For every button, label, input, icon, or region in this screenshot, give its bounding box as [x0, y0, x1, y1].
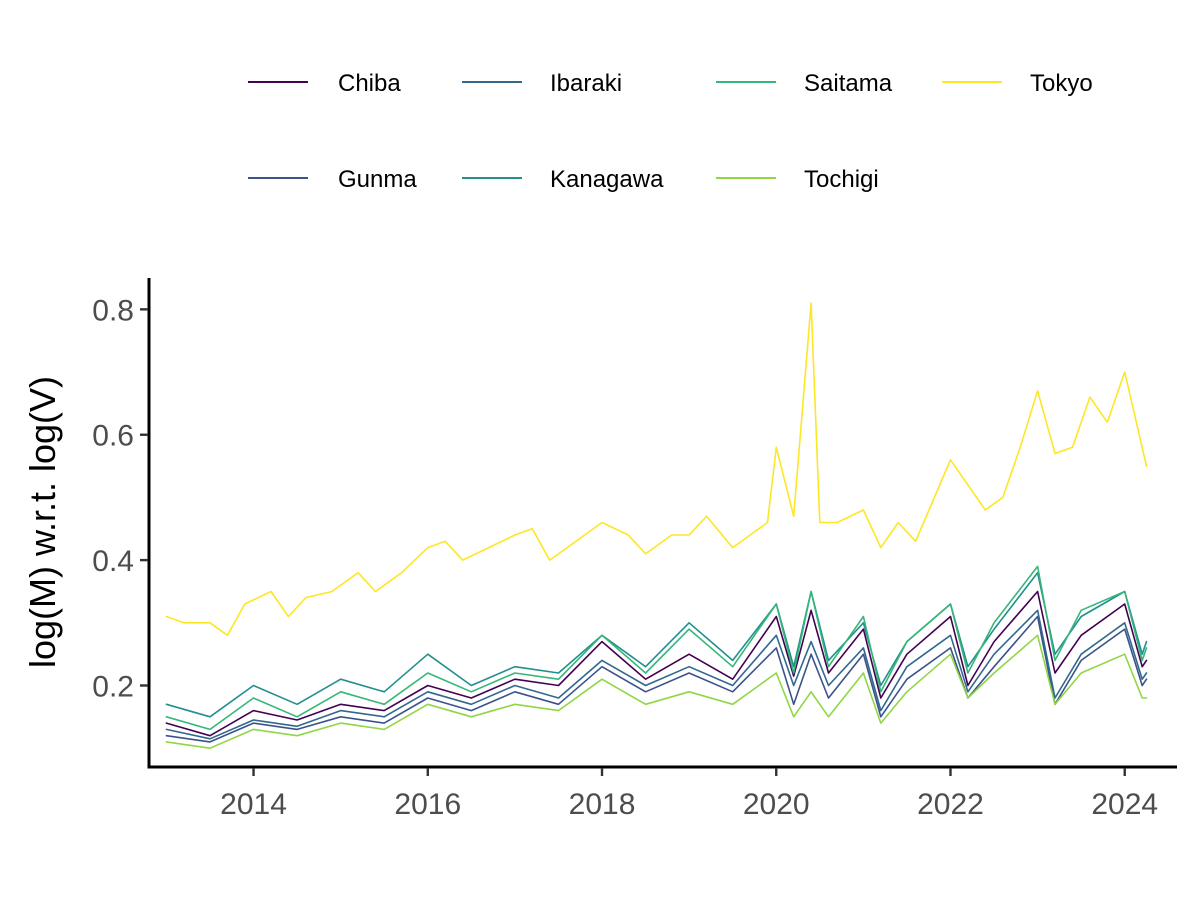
- legend-label-gunma: Gunma: [338, 166, 417, 193]
- x-axis-ticks: 2014 2016 2018 2020 2022 2024: [220, 768, 1158, 821]
- series-line-gunma: [165, 615, 1148, 743]
- legend-label-kanagawa: Kanagawa: [550, 166, 664, 193]
- y-tick-label: 0.6: [92, 420, 134, 453]
- x-tick-label: 2016: [394, 788, 461, 821]
- legend: Chiba Ibaraki Saitama Tokyo Gunma Kanaga…: [248, 70, 1093, 193]
- legend-label-chiba: Chiba: [338, 70, 401, 97]
- legend-label-saitama: Saitama: [804, 70, 893, 97]
- legend-item-tokyo: Tokyo: [942, 70, 1093, 97]
- y-axis-ticks: 0.2 0.4 0.6 0.8: [92, 294, 148, 704]
- plot-area: [165, 302, 1148, 750]
- y-tick-label: 0.8: [92, 294, 134, 327]
- legend-item-saitama: Saitama: [716, 70, 893, 97]
- y-tick-label: 0.4: [92, 545, 134, 578]
- x-tick-label: 2024: [1091, 788, 1158, 821]
- y-tick-label: 0.2: [92, 671, 134, 704]
- legend-item-kanagawa: Kanagawa: [462, 166, 664, 193]
- series-line-tochigi: [165, 634, 1148, 750]
- series-line-ibaraki: [165, 609, 1148, 740]
- x-tick-label: 2014: [220, 788, 287, 821]
- series-line-tokyo: [165, 302, 1148, 637]
- legend-item-tochigi: Tochigi: [716, 166, 879, 193]
- y-axis-title: log(M) w.r.t. log(V): [22, 376, 63, 668]
- legend-item-ibaraki: Ibaraki: [462, 70, 622, 97]
- legend-item-gunma: Gunma: [248, 166, 417, 193]
- x-tick-label: 2022: [917, 788, 984, 821]
- legend-label-tochigi: Tochigi: [804, 166, 879, 193]
- legend-item-chiba: Chiba: [248, 70, 401, 97]
- series-line-saitama: [165, 565, 1148, 731]
- series-line-chiba: [165, 590, 1148, 737]
- legend-label-ibaraki: Ibaraki: [550, 70, 622, 97]
- x-tick-label: 2020: [743, 788, 810, 821]
- legend-label-tokyo: Tokyo: [1030, 70, 1093, 97]
- x-tick-label: 2018: [569, 788, 636, 821]
